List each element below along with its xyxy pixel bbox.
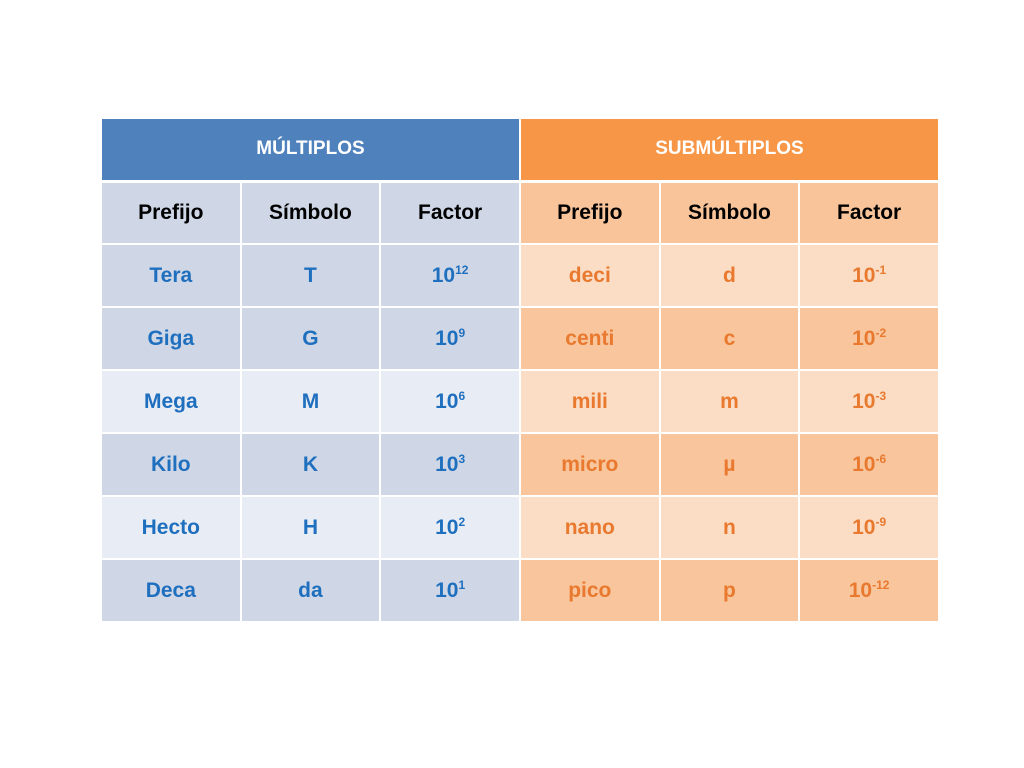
submultiple-symbol-cell: d <box>658 243 801 308</box>
multiple-symbol-cell: G <box>239 306 382 371</box>
submultiples-group-header: SUBMÚLTIPLOS <box>518 117 941 183</box>
submultiples-prefix-column-header: Prefijo <box>518 180 661 245</box>
table-row: Kilo K 103 micro µ 10-6 <box>100 432 940 497</box>
submultiple-prefix-cell: pico <box>518 558 661 623</box>
submultiple-prefix-cell: mili <box>518 369 661 434</box>
factor-base: 10 <box>435 326 459 350</box>
table-row: Deca da 101 pico p 10-12 <box>100 558 940 623</box>
factor-base: 10 <box>852 515 876 539</box>
group-header-row: MÚLTIPLOS SUBMÚLTIPLOS <box>100 117 941 183</box>
multiples-prefix-column-header: Prefijo <box>100 180 242 245</box>
submultiple-symbol-cell: p <box>658 558 801 623</box>
submultiples-factor-column-header: Factor <box>798 180 940 245</box>
multiple-factor-cell: 1012 <box>379 243 521 308</box>
table-row: Mega M 106 mili m 10-3 <box>100 369 940 434</box>
factor-exponent: -2 <box>875 325 887 340</box>
multiple-symbol-cell: H <box>239 495 382 560</box>
submultiple-factor-cell: 10-12 <box>798 558 940 623</box>
table-row: Hecto H 102 nano n 10-9 <box>100 495 940 560</box>
table-row: Giga G 109 centi c 10-2 <box>100 306 940 371</box>
submultiple-prefix-cell: centi <box>518 306 661 371</box>
submultiple-symbol-cell: µ <box>658 432 801 497</box>
prefix-table-body: Tera T 1012 deci d 10-1 Giga G 109 centi… <box>100 243 940 623</box>
submultiple-factor-cell: 10-6 <box>798 432 940 497</box>
factor-exponent: -3 <box>875 388 887 403</box>
factor-exponent: 12 <box>455 262 469 277</box>
multiple-factor-cell: 101 <box>379 558 521 623</box>
factor-base: 10 <box>852 263 876 287</box>
factor-exponent: -9 <box>875 514 887 529</box>
submultiple-prefix-cell: micro <box>518 432 661 497</box>
multiple-symbol-cell: M <box>239 369 382 434</box>
submultiple-factor-cell: 10-2 <box>798 306 940 371</box>
factor-base: 10 <box>435 578 459 602</box>
submultiple-factor-cell: 10-1 <box>798 243 940 308</box>
submultiple-symbol-cell: c <box>658 306 801 371</box>
si-prefix-table: MÚLTIPLOS SUBMÚLTIPLOS Prefijo Símbolo F… <box>100 117 941 623</box>
multiple-prefix-cell: Hecto <box>100 495 242 560</box>
multiples-factor-column-header: Factor <box>379 180 521 245</box>
submultiple-symbol-cell: m <box>658 369 801 434</box>
factor-exponent: 9 <box>458 325 466 340</box>
submultiples-symbol-column-header: Símbolo <box>658 180 801 245</box>
factor-base: 10 <box>852 452 876 476</box>
factor-base: 10 <box>848 578 873 602</box>
multiple-symbol-cell: K <box>239 432 382 497</box>
table-row: Tera T 1012 deci d 10-1 <box>100 243 940 308</box>
multiple-symbol-cell: da <box>239 558 382 623</box>
multiple-symbol-cell: T <box>239 243 382 308</box>
submultiple-prefix-cell: deci <box>518 243 661 308</box>
multiple-prefix-cell: Kilo <box>100 432 242 497</box>
multiple-factor-cell: 109 <box>379 306 521 371</box>
factor-base: 10 <box>435 515 459 539</box>
factor-exponent: -6 <box>875 451 887 466</box>
multiple-prefix-cell: Deca <box>100 558 242 623</box>
multiple-prefix-cell: Tera <box>100 243 242 308</box>
submultiple-factor-cell: 10-3 <box>798 369 940 434</box>
factor-base: 10 <box>435 389 459 413</box>
factor-base: 10 <box>431 263 456 287</box>
factor-exponent: 3 <box>458 451 466 466</box>
multiple-factor-cell: 106 <box>379 369 521 434</box>
multiples-group-header: MÚLTIPLOS <box>100 117 521 183</box>
factor-base: 10 <box>435 452 459 476</box>
multiple-factor-cell: 102 <box>379 495 521 560</box>
submultiple-prefix-cell: nano <box>518 495 661 560</box>
factor-exponent: -12 <box>872 577 890 592</box>
factor-exponent: -1 <box>875 262 887 277</box>
factor-exponent: 1 <box>458 577 466 592</box>
factor-base: 10 <box>852 326 876 350</box>
factor-base: 10 <box>852 389 876 413</box>
multiple-prefix-cell: Mega <box>100 369 242 434</box>
multiple-factor-cell: 103 <box>379 432 521 497</box>
submultiple-symbol-cell: n <box>658 495 801 560</box>
factor-exponent: 2 <box>458 514 466 529</box>
column-header-row: Prefijo Símbolo Factor Prefijo Símbolo F… <box>100 180 940 245</box>
factor-exponent: 6 <box>458 388 466 403</box>
submultiple-factor-cell: 10-9 <box>798 495 940 560</box>
multiple-prefix-cell: Giga <box>100 306 242 371</box>
multiples-symbol-column-header: Símbolo <box>239 180 382 245</box>
